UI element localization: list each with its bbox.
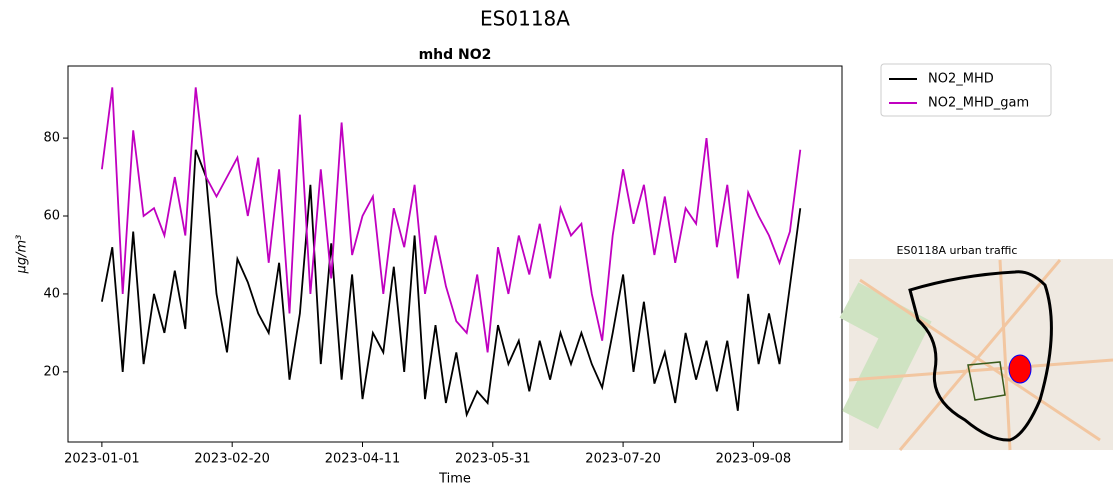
series-line (102, 150, 800, 415)
x-axis-label: Time (438, 472, 471, 487)
x-tick-label: 2023-04-11 (325, 452, 401, 467)
x-tick-label: 2023-01-01 (64, 452, 140, 467)
chart-title: mhd NO2 (419, 47, 492, 63)
series-line (102, 87, 800, 352)
plot-frame (68, 66, 842, 442)
y-tick-label: 80 (43, 131, 60, 146)
station-marker (1009, 355, 1031, 383)
suptitle: ES0118A (480, 7, 570, 31)
x-tick-label: 2023-07-20 (585, 452, 661, 467)
map: ES0118A urban traffic (849, 244, 1113, 450)
legend-label: NO2_MHD_gam (928, 96, 1029, 111)
x-tick-label: 2023-02-20 (194, 452, 270, 467)
x-tick-label: 2023-05-31 (455, 452, 531, 467)
y-tick-label: 40 (43, 286, 60, 301)
map-title: ES0118A urban traffic (897, 244, 1018, 257)
y-tick-label: 60 (43, 209, 60, 224)
y-axis-label: μg/m³ (15, 235, 30, 275)
legend-label: NO2_MHD (928, 72, 994, 87)
x-tick-label: 2023-09-08 (716, 452, 792, 467)
y-tick-label: 20 (43, 364, 60, 379)
figure: ES0118A mhd NO2 Time μg/m³ ES0118A urban… (0, 0, 1113, 489)
